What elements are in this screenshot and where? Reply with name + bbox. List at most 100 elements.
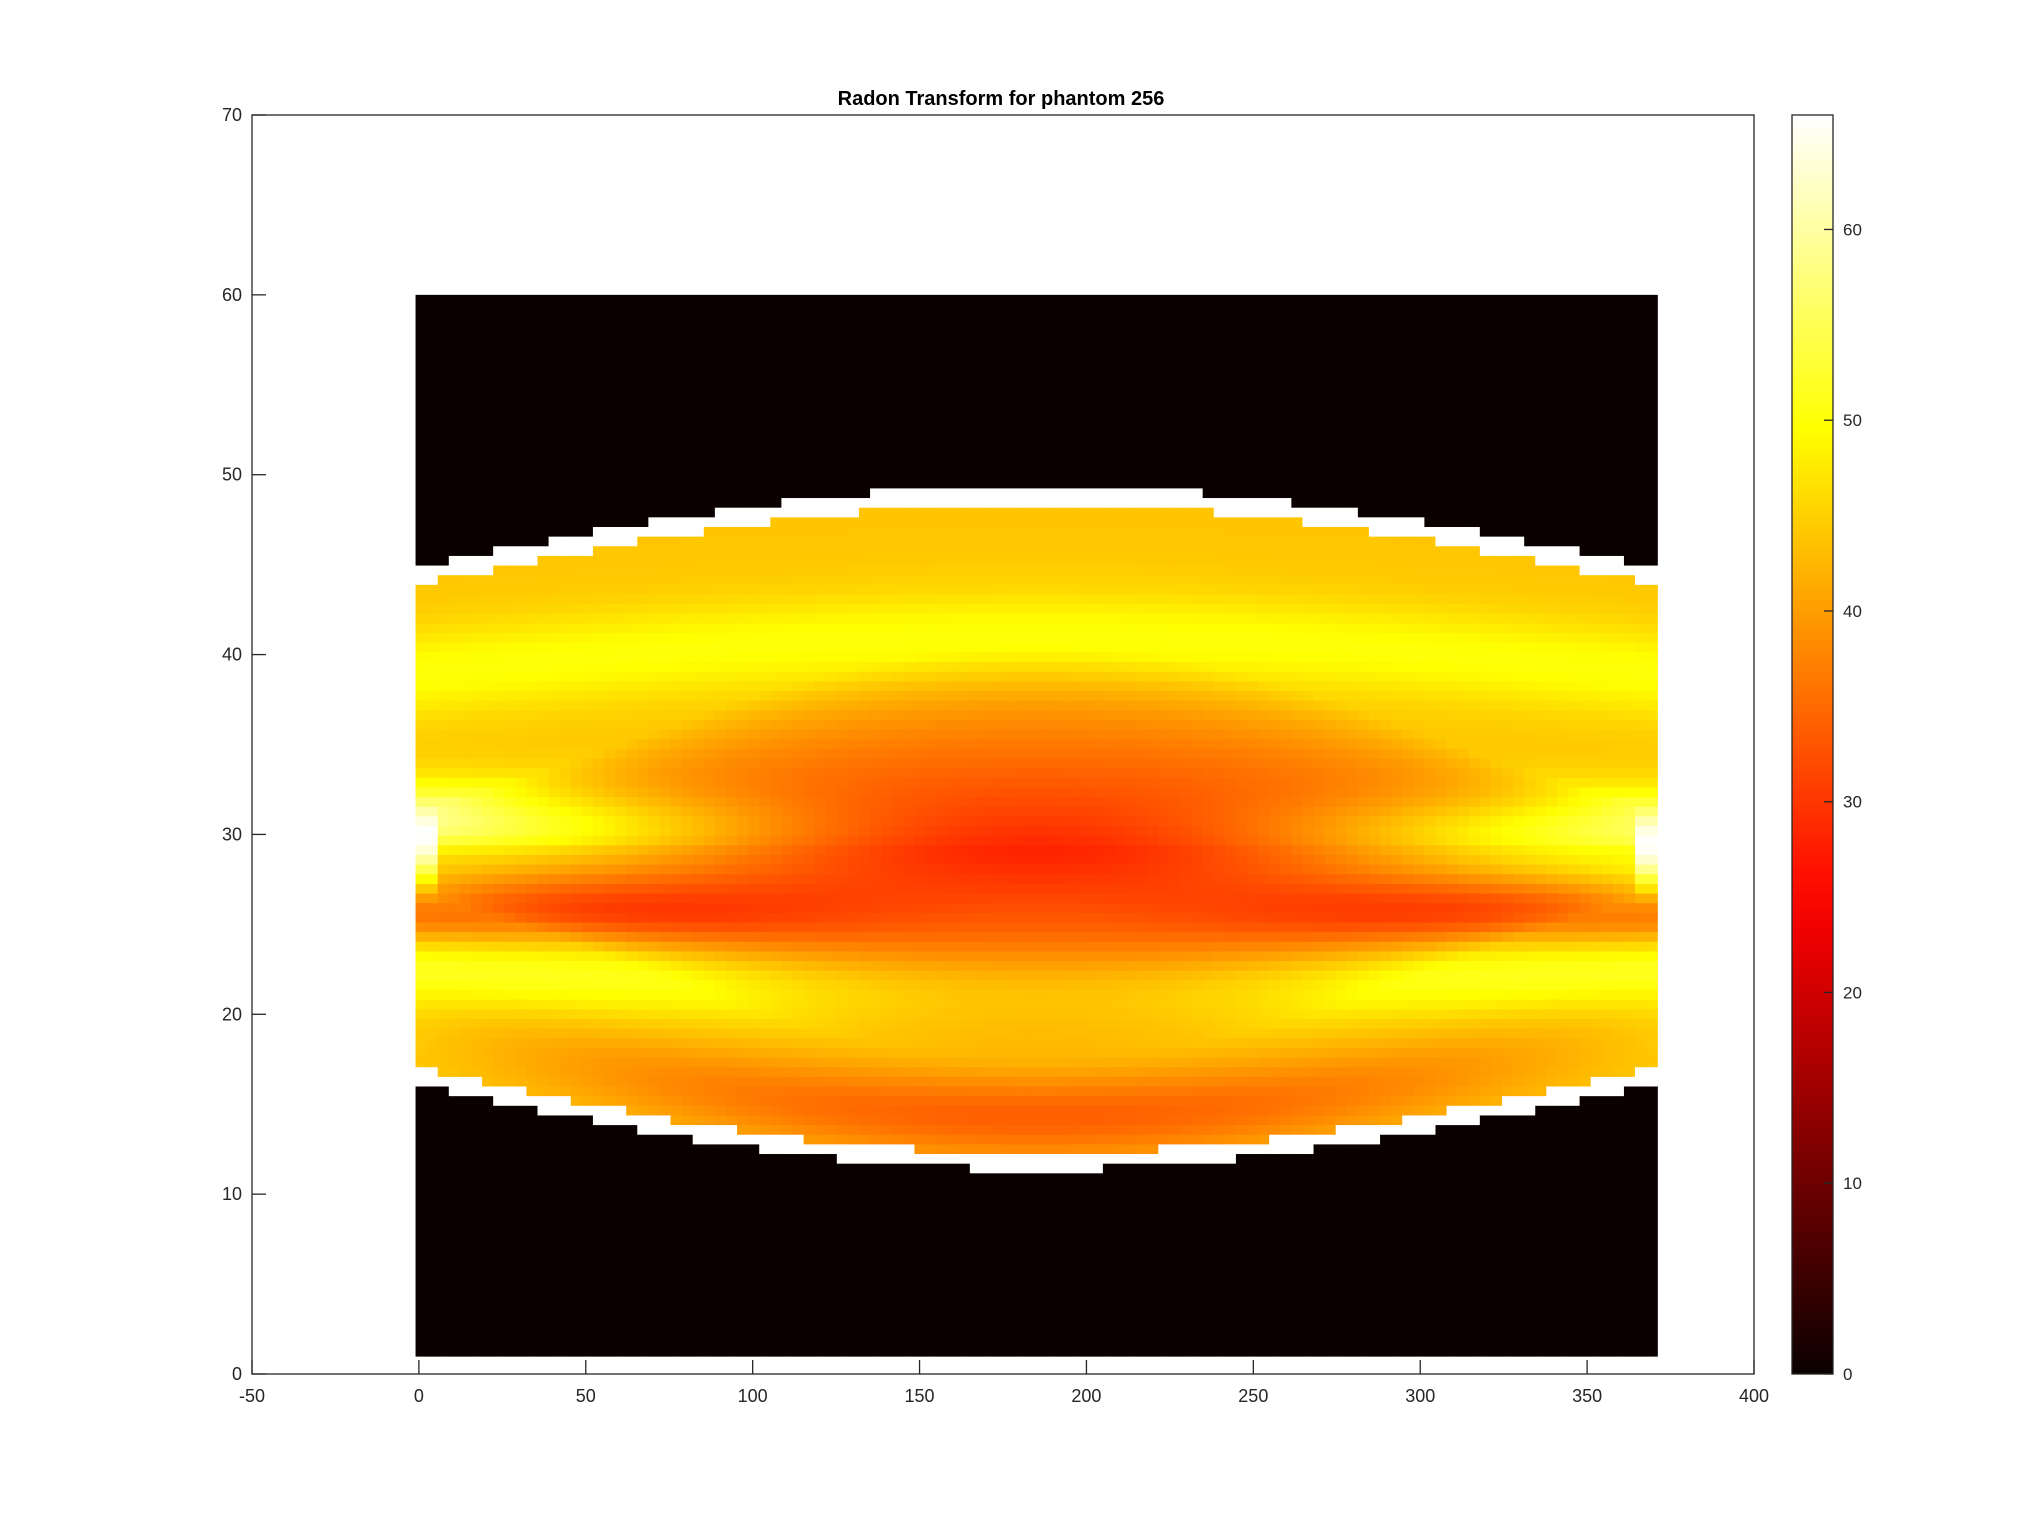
heatmap-cell — [604, 1240, 616, 1251]
heatmap-cell — [615, 1047, 627, 1058]
heatmap-cell — [493, 835, 505, 846]
heatmap-cell — [426, 507, 439, 518]
heatmap-cell — [847, 372, 860, 383]
heatmap-cell — [892, 796, 904, 807]
heatmap-cell — [692, 1288, 705, 1299]
heatmap-cell — [526, 1163, 539, 1174]
heatmap-cell — [681, 564, 694, 576]
heatmap-cell — [648, 593, 661, 605]
heatmap-cell — [781, 497, 794, 508]
heatmap-cell — [825, 892, 838, 904]
heatmap-cell — [482, 1201, 494, 1212]
heatmap-cell — [493, 622, 505, 634]
heatmap-cell — [659, 1028, 672, 1039]
heatmap-cell — [803, 1163, 816, 1174]
heatmap-cell — [748, 487, 760, 499]
heatmap-cell — [482, 632, 494, 643]
heatmap-cell — [825, 989, 838, 1000]
heatmap-cell — [526, 864, 539, 875]
heatmap-cell — [759, 796, 771, 807]
heatmap-cell — [859, 941, 871, 952]
heatmap-cell — [725, 1307, 738, 1319]
heatmap-cell — [892, 381, 904, 392]
heatmap-cell — [493, 1220, 505, 1232]
heatmap-cell — [648, 979, 661, 991]
heatmap-cell — [437, 584, 450, 595]
heatmap-cell — [615, 1269, 627, 1280]
heatmap-cell — [892, 439, 904, 450]
heatmap-cell — [537, 970, 550, 981]
heatmap-cell — [659, 1182, 672, 1193]
heatmap-cell — [581, 536, 594, 547]
heatmap-cell — [559, 700, 572, 711]
heatmap-cell — [847, 1085, 860, 1097]
heatmap-cell — [548, 960, 561, 971]
heatmap-cell — [803, 970, 816, 981]
heatmap-cell — [570, 1143, 583, 1155]
heatmap-cell — [648, 603, 661, 614]
heatmap-cell — [870, 1047, 882, 1058]
heatmap-cell — [803, 950, 816, 962]
heatmap-cell — [781, 449, 794, 460]
heatmap-cell — [836, 728, 849, 740]
heatmap-cell — [725, 854, 738, 865]
heatmap-cell — [914, 1327, 927, 1338]
heatmap-cell — [725, 1163, 738, 1174]
heatmap-cell — [859, 912, 871, 923]
heatmap-cell — [670, 429, 683, 441]
heatmap-cell — [448, 622, 461, 634]
heatmap-cell — [637, 1105, 649, 1116]
heatmap-cell — [626, 1066, 638, 1077]
heatmap-cell — [725, 651, 738, 663]
heatmap-cell — [748, 314, 760, 325]
heatmap-cell — [470, 381, 483, 392]
heatmap-cell — [725, 777, 738, 788]
heatmap-cell — [881, 304, 893, 315]
heatmap-cell — [870, 728, 882, 740]
heatmap-cell — [881, 1124, 893, 1135]
heatmap-cell — [626, 410, 638, 421]
heatmap-cell — [714, 333, 727, 344]
heatmap-cell — [903, 1230, 916, 1241]
heatmap-cell — [470, 622, 483, 634]
heatmap-cell — [626, 728, 638, 740]
heatmap-cell — [692, 777, 705, 788]
heatmap-cell — [803, 767, 816, 778]
heatmap-cell — [670, 854, 683, 865]
heatmap-cell — [592, 381, 605, 392]
heatmap-cell — [870, 1037, 882, 1048]
heatmap-cell — [836, 1317, 849, 1328]
heatmap-cell — [847, 545, 860, 556]
heatmap-cell — [814, 777, 827, 788]
heatmap-cell — [637, 468, 649, 479]
heatmap-cell — [482, 352, 494, 363]
heatmap-cell — [737, 564, 749, 576]
heatmap-cell — [592, 757, 605, 769]
heatmap-cell — [592, 545, 605, 556]
heatmap-cell — [482, 429, 494, 441]
heatmap-cell — [459, 1047, 472, 1058]
heatmap-cell — [637, 314, 649, 325]
heatmap-cell — [448, 1288, 461, 1299]
heatmap-cell — [626, 314, 638, 325]
heatmap-cell — [703, 642, 716, 653]
heatmap-cell — [703, 661, 716, 672]
heatmap-cell — [470, 709, 483, 720]
heatmap-cell — [892, 304, 904, 315]
heatmap-cell — [759, 1114, 771, 1126]
heatmap-cell — [781, 671, 794, 682]
heatmap-cell — [548, 661, 561, 672]
heatmap-cell — [448, 391, 461, 402]
heatmap-cell — [870, 526, 882, 537]
heatmap-cell — [714, 468, 727, 479]
heatmap-cell — [515, 989, 528, 1000]
heatmap-cell — [703, 748, 716, 759]
heatmap-cell — [670, 613, 683, 624]
heatmap-cell — [903, 979, 916, 991]
heatmap-cell — [914, 1076, 927, 1087]
heatmap-cell — [504, 1018, 516, 1029]
heatmap-cell — [493, 1163, 505, 1174]
heatmap-cell — [725, 671, 738, 682]
heatmap-cell — [903, 719, 916, 730]
heatmap-cell — [792, 593, 805, 605]
